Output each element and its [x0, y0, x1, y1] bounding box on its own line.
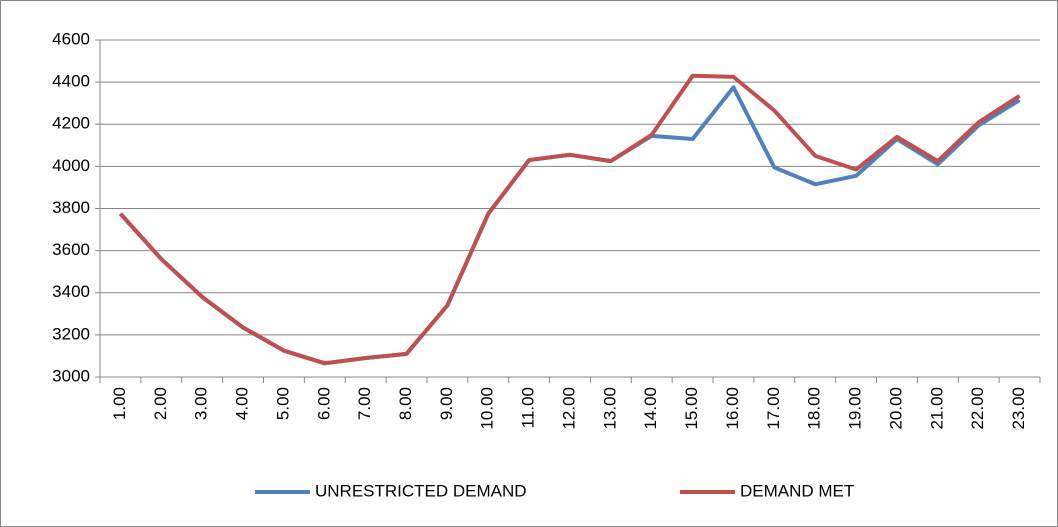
- y-tick-label: 4000: [52, 156, 90, 175]
- x-tick-label: 11.00: [519, 387, 538, 428]
- x-tick-label: 17.00: [764, 387, 783, 430]
- x-tick-label: 6.00: [314, 387, 333, 420]
- x-tick-label: 8.00: [396, 387, 415, 420]
- legend-label: UNRESTRICTED DEMAND: [315, 481, 527, 500]
- x-tick-label: 19.00: [846, 387, 865, 430]
- x-tick-label: 20.00: [886, 387, 905, 430]
- x-tick-label: 10.00: [478, 387, 497, 430]
- legend-label: DEMAND MET: [740, 481, 854, 500]
- x-tick-label: 18.00: [805, 387, 824, 430]
- x-tick-label: 1.00: [110, 387, 129, 420]
- y-tick-label: 3400: [52, 282, 90, 301]
- x-tick-label: 22.00: [968, 387, 987, 430]
- y-tick-label: 3600: [52, 240, 90, 259]
- x-tick-label: 15.00: [682, 387, 701, 430]
- y-tick-label: 3800: [52, 198, 90, 217]
- x-tick-label: 13.00: [600, 387, 619, 430]
- y-tick-label: 4200: [52, 114, 90, 133]
- x-tick-label: 21.00: [927, 387, 946, 430]
- x-tick-label: 3.00: [192, 387, 211, 420]
- y-tick-label: 3000: [52, 366, 90, 385]
- y-tick-label: 4400: [52, 72, 90, 91]
- y-tick-label: 3200: [52, 324, 90, 343]
- x-tick-label: 9.00: [437, 387, 456, 420]
- y-tick-label: 4600: [52, 29, 90, 48]
- x-tick-label: 23.00: [1009, 387, 1028, 430]
- x-tick-label: 12.00: [559, 387, 578, 430]
- x-tick-label: 4.00: [233, 387, 252, 420]
- x-tick-label: 2.00: [151, 387, 170, 420]
- x-tick-label: 7.00: [355, 387, 374, 420]
- x-tick-label: 16.00: [723, 387, 742, 430]
- x-tick-label: 14.00: [641, 387, 660, 430]
- x-tick-label: 5.00: [273, 387, 292, 420]
- series-line: [118, 73, 1021, 366]
